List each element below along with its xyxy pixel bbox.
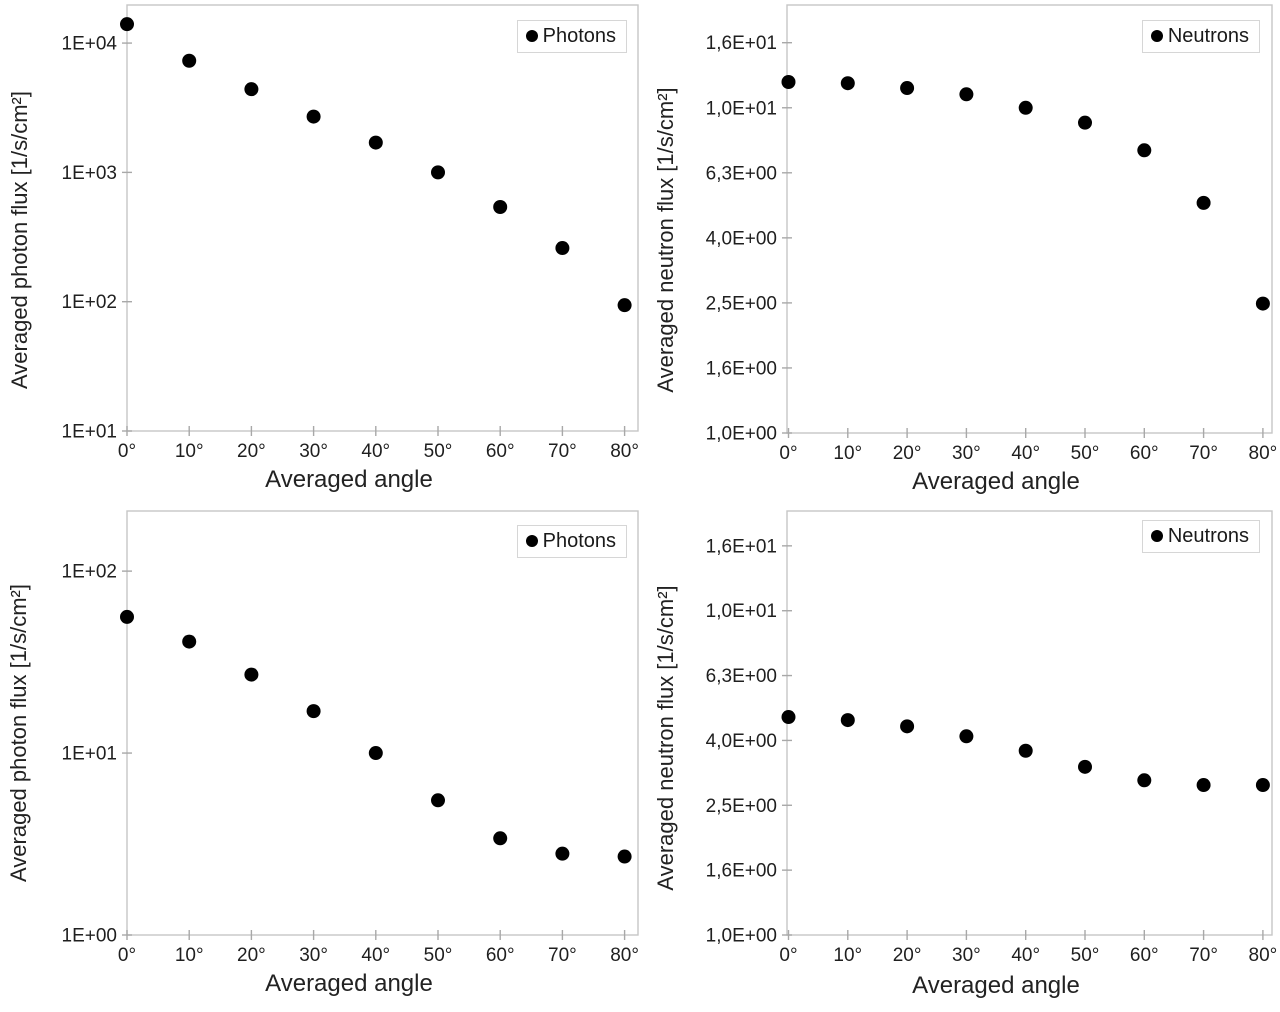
svg-text:0°: 0° (118, 945, 136, 966)
scatter-plot: 1E+01 1E+02 1E+03 1E+04 0° 10° 20° 30° 40° 50° 60°… (62, 4, 639, 462)
svg-text:60°: 60° (486, 945, 515, 966)
svg-text:4,0E+00: 4,0E+00 (706, 731, 777, 752)
svg-text:40°: 40° (361, 945, 390, 966)
svg-text:10°: 10° (175, 945, 204, 966)
svg-text:20°: 20° (237, 441, 266, 462)
svg-text:30°: 30° (952, 443, 981, 464)
svg-text:40°: 40° (361, 441, 390, 462)
svg-text:60°: 60° (486, 441, 515, 462)
svg-text:1,0E+01: 1,0E+01 (706, 98, 777, 119)
x-axis-label: Averaged angle (912, 468, 1080, 495)
svg-text:1E+02: 1E+02 (62, 562, 117, 583)
legend: Photons (516, 20, 627, 53)
photon-flux-lower-chart: 1E+00 1E+01 1E+02 0° 10° 20° 30° 40° 50° 60° 70° 80… (0, 500, 640, 1012)
svg-text:70°: 70° (1189, 443, 1218, 464)
legend-label: Neutrons (1167, 25, 1249, 47)
x-axis-label: Averaged angle (265, 970, 433, 997)
svg-text:0°: 0° (118, 441, 136, 462)
svg-text:70°: 70° (1189, 945, 1218, 966)
y-axis-label: Averaged photon flux [1/s/cm²] (6, 584, 31, 882)
svg-text:70°: 70° (548, 441, 577, 462)
svg-text:40°: 40° (1011, 443, 1040, 464)
svg-text:50°: 50° (424, 945, 453, 966)
neutron-flux-upper-chart: 1,0E+00 1,6E+00 2,5E+00 4,0E+00 6,3E+00 1,0E+… (640, 0, 1280, 500)
svg-text:1E+02: 1E+02 (62, 292, 117, 313)
svg-text:1,6E+00: 1,6E+00 (706, 358, 777, 379)
svg-text:80°: 80° (610, 441, 639, 462)
scatter-plot: 1,0E+00 1,6E+00 2,5E+00 4,0E+00 6,3E+00 1,0E+… (706, 4, 1278, 464)
scatter-plot: 1,0E+00 1,6E+00 2,5E+00 4,0E+00 6,3E+00 1,0E+… (706, 510, 1278, 966)
svg-text:80°: 80° (1249, 945, 1278, 966)
legend-label: Photons (542, 530, 616, 552)
svg-text:1,0E+00: 1,0E+00 (706, 424, 777, 445)
svg-text:30°: 30° (299, 945, 328, 966)
svg-text:30°: 30° (299, 441, 328, 462)
svg-text:10°: 10° (175, 441, 204, 462)
x-axis-label: Averaged angle (265, 466, 433, 493)
svg-text:0°: 0° (779, 443, 797, 464)
legend: Neutrons (1141, 20, 1260, 53)
svg-text:1E+03: 1E+03 (62, 163, 117, 184)
legend-marker-icon (525, 535, 538, 547)
svg-text:6,3E+00: 6,3E+00 (706, 163, 777, 184)
svg-text:1,0E+01: 1,0E+01 (706, 601, 777, 622)
svg-text:1E+04: 1E+04 (62, 34, 118, 55)
svg-text:1,0E+00: 1,0E+00 (706, 926, 777, 947)
svg-text:50°: 50° (424, 441, 453, 462)
photon-flux-upper-chart: 1E+01 1E+02 1E+03 1E+04 0° 10° 20° 30° 40° 50° 60°… (0, 0, 640, 500)
y-axis-label: Averaged photon flux [1/s/cm²] (7, 91, 32, 389)
svg-text:2,5E+00: 2,5E+00 (706, 796, 777, 817)
svg-text:1E+01: 1E+01 (62, 422, 117, 443)
svg-text:50°: 50° (1071, 443, 1100, 464)
svg-text:60°: 60° (1130, 945, 1159, 966)
svg-text:80°: 80° (1249, 443, 1278, 464)
svg-text:2,5E+00: 2,5E+00 (706, 293, 777, 314)
svg-text:1,6E+00: 1,6E+00 (706, 861, 777, 882)
svg-text:50°: 50° (1071, 945, 1100, 966)
svg-text:20°: 20° (893, 443, 922, 464)
svg-text:20°: 20° (237, 945, 266, 966)
neutron-flux-lower-chart: 1,0E+00 1,6E+00 2,5E+00 4,0E+00 6,3E+00 1,0E+… (640, 500, 1280, 1012)
legend: Photons (516, 525, 627, 558)
scatter-plot: 1E+00 1E+01 1E+02 0° 10° 20° 30° 40° 50° 60° 70° 80… (62, 510, 639, 966)
svg-text:1E+01: 1E+01 (62, 744, 117, 765)
svg-text:4,0E+00: 4,0E+00 (706, 228, 777, 249)
svg-text:60°: 60° (1130, 443, 1159, 464)
legend: Neutrons (1141, 520, 1260, 553)
y-axis-label: Averaged neutron flux [1/s/cm²] (653, 585, 678, 891)
svg-text:0°: 0° (779, 945, 797, 966)
svg-text:1E+00: 1E+00 (62, 926, 117, 947)
y-axis-label: Averaged neutron flux [1/s/cm²] (653, 87, 678, 393)
legend-marker-icon (1150, 530, 1163, 542)
svg-text:70°: 70° (548, 945, 577, 966)
svg-text:80°: 80° (610, 945, 639, 966)
x-axis-label: Averaged angle (912, 972, 1080, 999)
legend-label: Photons (542, 25, 616, 47)
legend-label: Neutrons (1167, 525, 1249, 547)
svg-text:1,6E+01: 1,6E+01 (706, 33, 777, 54)
svg-text:6,3E+00: 6,3E+00 (706, 666, 777, 687)
legend-marker-icon (1150, 30, 1163, 42)
svg-text:10°: 10° (833, 443, 862, 464)
legend-marker-icon (525, 30, 538, 42)
svg-text:1,6E+01: 1,6E+01 (706, 536, 777, 557)
svg-text:40°: 40° (1011, 945, 1040, 966)
svg-text:30°: 30° (952, 945, 981, 966)
svg-text:20°: 20° (893, 945, 922, 966)
svg-text:10°: 10° (833, 945, 862, 966)
